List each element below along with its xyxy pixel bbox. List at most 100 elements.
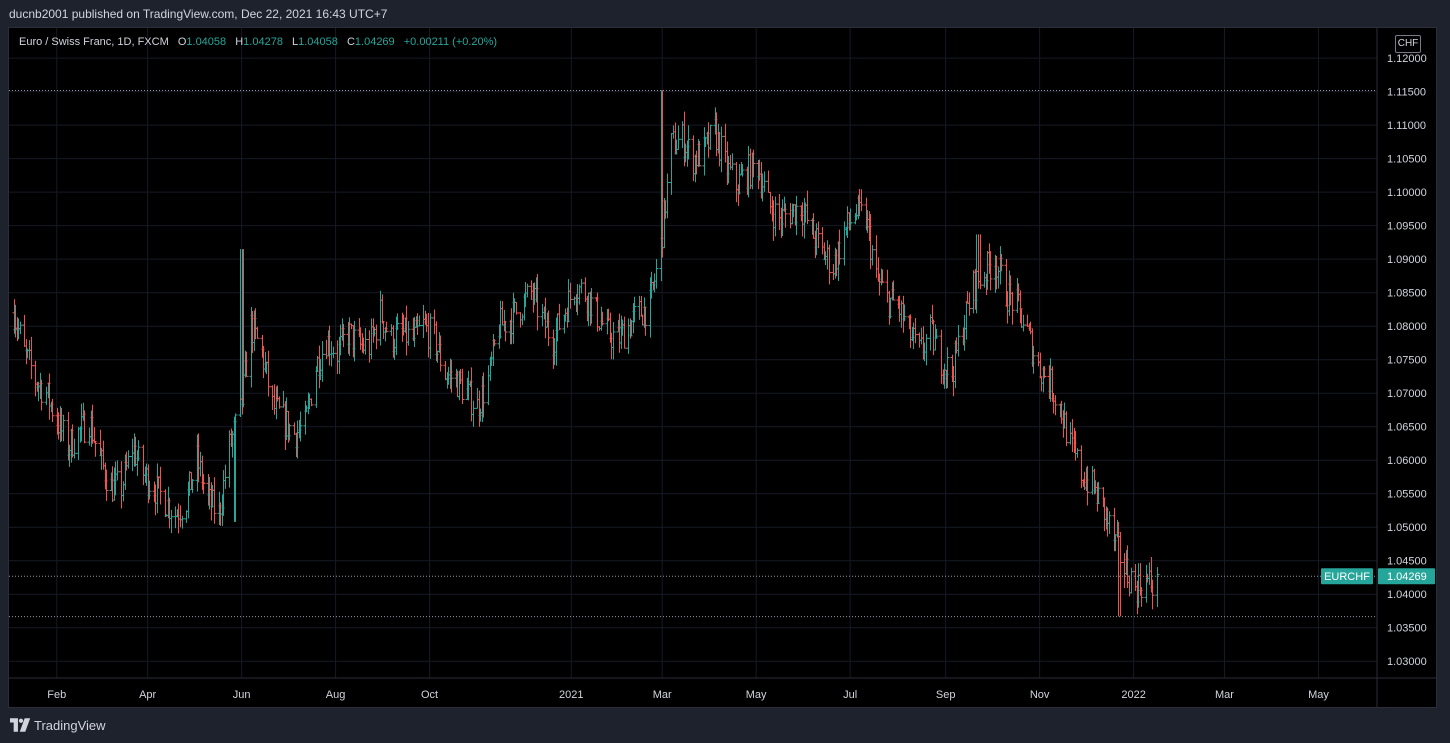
ohlc-bar [1107, 511, 1112, 535]
high-label: H [235, 36, 244, 48]
ohlc-bar [136, 440, 141, 462]
ohlc-bar [395, 313, 400, 330]
ohlc-bar [939, 329, 944, 384]
ohlc-bar [381, 320, 386, 340]
ohlc-bar [178, 505, 183, 528]
ohlc-bar [223, 464, 228, 489]
ohlc-bar [492, 339, 497, 347]
ohlc-bar [617, 313, 622, 353]
ohlc-bar [255, 326, 260, 339]
time-tick-label: Apr [139, 689, 156, 701]
ohlc-bar [762, 171, 767, 192]
high-value: 1.04278 [243, 36, 283, 48]
currency-button[interactable]: CHF [1395, 35, 1421, 53]
ohlc-bar [837, 229, 842, 265]
ohlc-bar [481, 372, 486, 418]
ohlc-bar [825, 240, 830, 270]
ohlc-bar [805, 190, 810, 225]
ohlc-bar [676, 125, 681, 150]
ohlc-bar [525, 283, 530, 298]
ohlc-bar [212, 477, 217, 524]
time-tick-label: May [746, 689, 767, 701]
ohlc-bar [93, 440, 98, 457]
ohlc-bar [190, 479, 195, 493]
ohlc-bar [1010, 291, 1015, 325]
ohlc-bar [1150, 579, 1155, 610]
ohlc-bar [421, 304, 426, 338]
ohlc-bar [471, 400, 476, 427]
ohlc-bar [999, 253, 1004, 272]
ohlc-bar [432, 309, 437, 335]
ohlc-bar [874, 235, 879, 278]
price-tick-label: 1.09000 [1387, 254, 1427, 266]
ohlc-bar [577, 284, 582, 305]
open-value: 1.04058 [186, 36, 227, 48]
ohlc-bar [1144, 564, 1149, 603]
open-label: O [177, 36, 187, 48]
ohlc-bar [964, 301, 969, 340]
ohlc-bar [270, 385, 275, 410]
ohlc-bar [1064, 411, 1069, 447]
ohlc-bar [1096, 481, 1101, 505]
ohlc-bar [227, 430, 232, 488]
chart-frame[interactable]: 1.03000 1.03500 1.04000 1.04500 1.05000 1.055… [8, 27, 1437, 708]
ohlc-bar [665, 173, 670, 219]
symbol-label: EURCHF [1324, 571, 1370, 583]
ohlc-bar [589, 288, 594, 324]
tradingview-brand[interactable]: TradingView [34, 718, 106, 733]
ohlc-bar [740, 164, 745, 177]
ohlc-bar [783, 203, 788, 228]
low-label: L [292, 36, 299, 48]
ohlc-bar [928, 314, 933, 351]
ohlc-bar [611, 321, 616, 360]
ohlc-bar [708, 124, 713, 150]
close-value: 1.04269 [354, 36, 395, 48]
ohlc-bar [126, 450, 131, 469]
ohlc-bar [996, 266, 1001, 289]
ohlc-bar [1021, 314, 1026, 332]
ohlc-bar [438, 335, 443, 372]
ohlc-bar [378, 290, 383, 346]
ohlc-bar [891, 280, 896, 301]
ohlc-bar [686, 125, 691, 160]
price-tick-label: 1.03500 [1387, 623, 1427, 635]
ohlc-bar [104, 469, 109, 501]
ohlc-bar [1085, 465, 1090, 506]
ohlc-bar [460, 368, 465, 405]
ohlc-bar [309, 398, 314, 407]
ohlc-bar [654, 259, 659, 289]
ohlc-bar [529, 280, 534, 300]
ohlc-bar [723, 123, 728, 163]
price-tick-label: 1.08500 [1387, 288, 1427, 300]
time-tick-label: Mar [653, 689, 672, 701]
time-tick-label: Feb [47, 689, 66, 701]
ohlc-bar [600, 311, 605, 326]
time-tick-label: May [1308, 689, 1329, 701]
price-chart[interactable]: 1.03000 1.03500 1.04000 1.04500 1.05000 1.055… [9, 28, 1436, 707]
ohlc-bar [967, 292, 972, 316]
ohlc-bar [374, 324, 379, 350]
ohlc-bar [514, 301, 519, 315]
ohlc-bar [76, 426, 81, 461]
ohlc-bar [277, 396, 282, 409]
ohlc-bar [766, 170, 771, 194]
ohlc-bar [702, 127, 707, 176]
price-tick-label: 1.11500 [1387, 87, 1426, 99]
ohlc-bar [748, 148, 753, 189]
time-tick-label: Nov [1030, 689, 1050, 701]
ohlc-bar [816, 221, 821, 249]
ohlc-bar [141, 444, 146, 486]
ohlc-bar [1070, 419, 1075, 453]
ohlc-bar [61, 414, 66, 442]
ohlc-bar [639, 296, 644, 317]
time-tick-label: Jul [843, 689, 857, 701]
ohlc-bar [880, 269, 885, 284]
ohlc-bar [768, 191, 773, 214]
ohlc-bar [292, 422, 297, 435]
ohlc-bar [1147, 562, 1152, 585]
tradingview-logo-icon[interactable] [10, 718, 32, 732]
ohlc-bar [406, 321, 411, 346]
ohlc-bar [475, 387, 480, 409]
ohlc-bar [956, 325, 961, 357]
ohlc-bar [870, 245, 875, 266]
